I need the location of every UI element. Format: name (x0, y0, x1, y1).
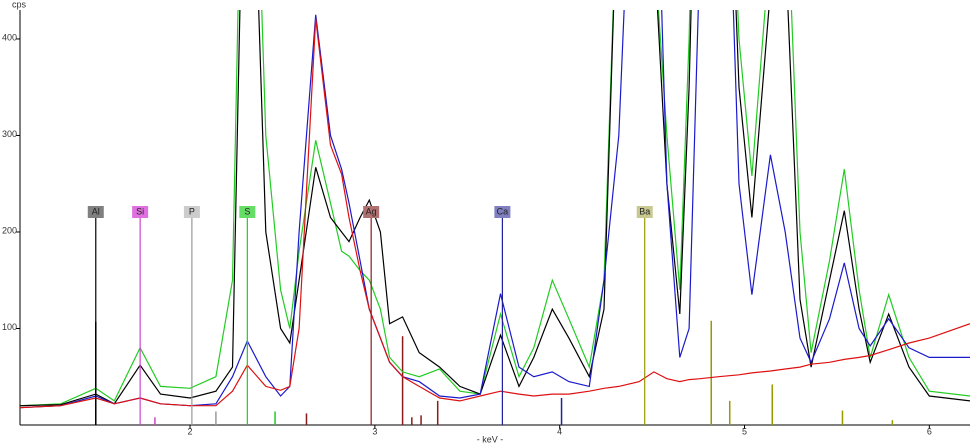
element-label: Al (92, 206, 100, 216)
element-label-box (183, 206, 200, 218)
element-label-box (636, 206, 653, 218)
x-axis-label: - keV - (477, 434, 504, 444)
y-tick-label: 200 (2, 225, 17, 235)
element-label-box (239, 206, 256, 218)
spectrum-line (20, 10, 970, 407)
y-tick-label: 400 (2, 32, 17, 42)
spectrum-line (20, 10, 970, 407)
element-label-box (87, 206, 104, 218)
spectrum-line (20, 10, 970, 409)
x-tick-label: 3 (372, 426, 377, 436)
element-label: Si (136, 206, 144, 216)
element-label-box (132, 206, 149, 218)
element-label: Ag (366, 206, 377, 216)
x-tick-label: 5 (742, 426, 747, 436)
y-tick-label: 100 (2, 322, 17, 332)
y-tick-label: 300 (2, 129, 17, 139)
x-tick-label: 2 (188, 426, 193, 436)
x-tick-label: 4 (557, 426, 562, 436)
spectrum-line (20, 18, 970, 409)
element-label: P (189, 206, 195, 216)
element-label: Ca (497, 206, 509, 216)
element-label: Ba (639, 206, 650, 216)
x-tick-label: 6 (927, 426, 932, 436)
element-label-box (494, 206, 511, 218)
element-label-box (363, 206, 380, 218)
y-axis-label: cps (12, 0, 27, 9)
element-label: S (244, 206, 250, 216)
